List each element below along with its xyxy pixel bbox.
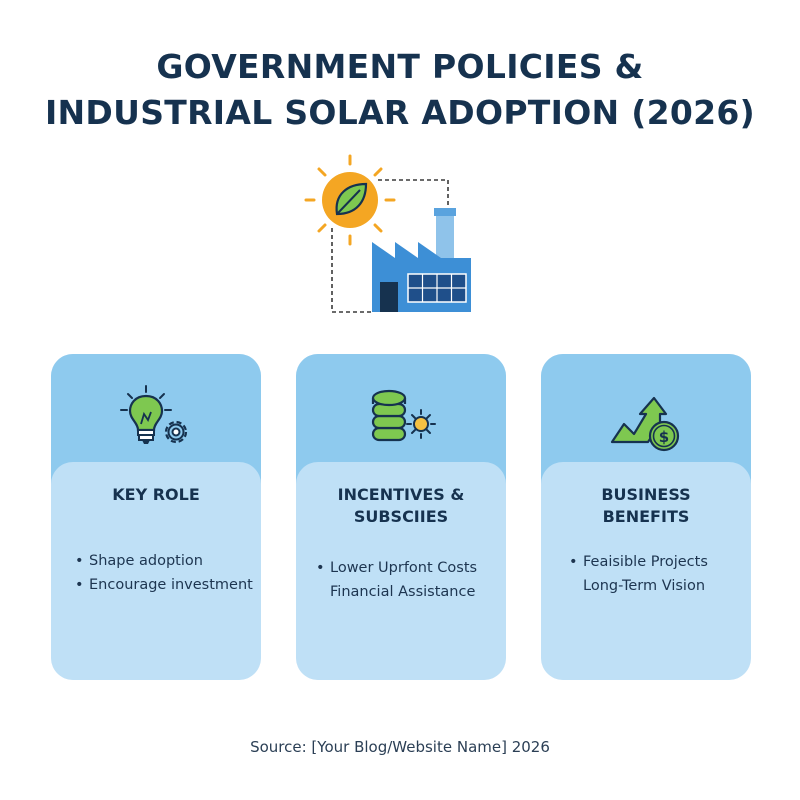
card-body-bg	[51, 462, 261, 680]
card-title: INCENTIVES & SUBSCIIES	[337, 485, 465, 526]
list-item: Financial Assistance	[330, 584, 476, 600]
card-list: • Lower Uprfont Costs Financial Assistanc…	[316, 556, 501, 604]
list-item: Long-Term Vision	[583, 578, 706, 594]
list-item: • Shape adoption	[75, 553, 203, 569]
arrow-up-dollar-icon: $	[610, 396, 680, 452]
card-list: • Shape adoption • Encourage investment	[75, 549, 260, 597]
list-item: • Feaisible Projects	[569, 554, 708, 570]
card-incentives: INCENTIVES & SUBSCIIES • Lower Uprfont Co…	[296, 354, 506, 680]
card-business-benefits: $ BUSINESS BENEFITS • Feaisible Projects …	[541, 354, 751, 680]
lightbulb-gear-icon	[120, 385, 188, 444]
cards-row: KEY ROLE • Shape adoption • Encourage inve…	[51, 354, 751, 680]
sun-leaf-factory-solar-icon	[304, 154, 471, 313]
card-body-bg	[541, 462, 751, 680]
card-list: • Feaisible Projects Long-Term Vision	[569, 550, 751, 598]
card-body-bg	[296, 462, 506, 680]
page-title: GOVERNMENT POLICIES & INDUSTRIAL SOLAR A…	[0, 44, 800, 136]
card-key-role: KEY ROLE • Shape adoption • Encourage inve…	[51, 354, 261, 680]
list-item: • Encourage investment	[75, 577, 253, 593]
svg-text:$: $	[659, 428, 669, 446]
title-line-2: INDUSTRIAL SOLAR ADOPTION (2026)	[44, 93, 756, 132]
coin-stack-sun-icon	[371, 389, 436, 442]
card-title: KEY ROLE	[112, 485, 200, 504]
card-title: BUSINESS BENEFITS	[601, 485, 691, 526]
list-item: • Lower Uprfont Costs	[316, 560, 478, 576]
source-caption: Source: [Your Blog/Website Name] 2026	[250, 738, 550, 756]
title-line-1: GOVERNMENT POLICIES &	[156, 47, 644, 86]
